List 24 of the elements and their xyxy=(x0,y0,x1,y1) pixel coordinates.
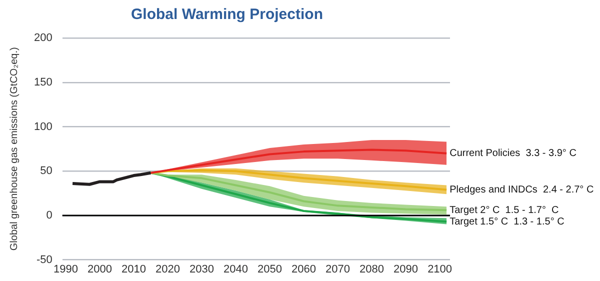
x-tick-label: 2040 xyxy=(224,263,248,276)
series-label: Target 2° C 1.5 - 1.7° C xyxy=(450,204,559,216)
series-label: Current Policies 3.3 - 3.9° C xyxy=(450,148,576,160)
y-tick-label: 150 xyxy=(34,76,52,88)
x-tick-label: 2070 xyxy=(326,263,350,276)
x-tick-label: 2060 xyxy=(292,263,316,276)
series-label: Pledges and INDCs 2.4 - 2.7° C xyxy=(450,184,594,196)
y-tick-label: 50 xyxy=(40,165,52,178)
series-label: Target 1.5° C 1.3 - 1.5° C xyxy=(450,216,564,228)
x-tick-label: 2050 xyxy=(258,263,282,276)
x-tick-label: 2020 xyxy=(156,263,180,276)
x-tick-label: 2090 xyxy=(394,263,418,276)
y-tick-label: -50 xyxy=(36,254,52,266)
y-tick-label: 200 xyxy=(34,32,52,44)
chart-title: Global Warming Projection xyxy=(131,6,323,24)
y-tick-label: 0 xyxy=(46,209,52,222)
y-axis-title: Global greenhouse gas emissions (GtCO₂eq.) xyxy=(8,47,20,251)
x-tick-label: 1990 xyxy=(54,263,78,276)
x-tick-label: 2100 xyxy=(428,263,452,276)
x-tick-label: 2010 xyxy=(122,263,146,276)
x-tick-label: 2030 xyxy=(190,263,214,276)
x-tick-label: 2000 xyxy=(88,263,112,276)
y-tick-label: 100 xyxy=(34,120,52,133)
x-tick-label: 2080 xyxy=(360,263,384,276)
